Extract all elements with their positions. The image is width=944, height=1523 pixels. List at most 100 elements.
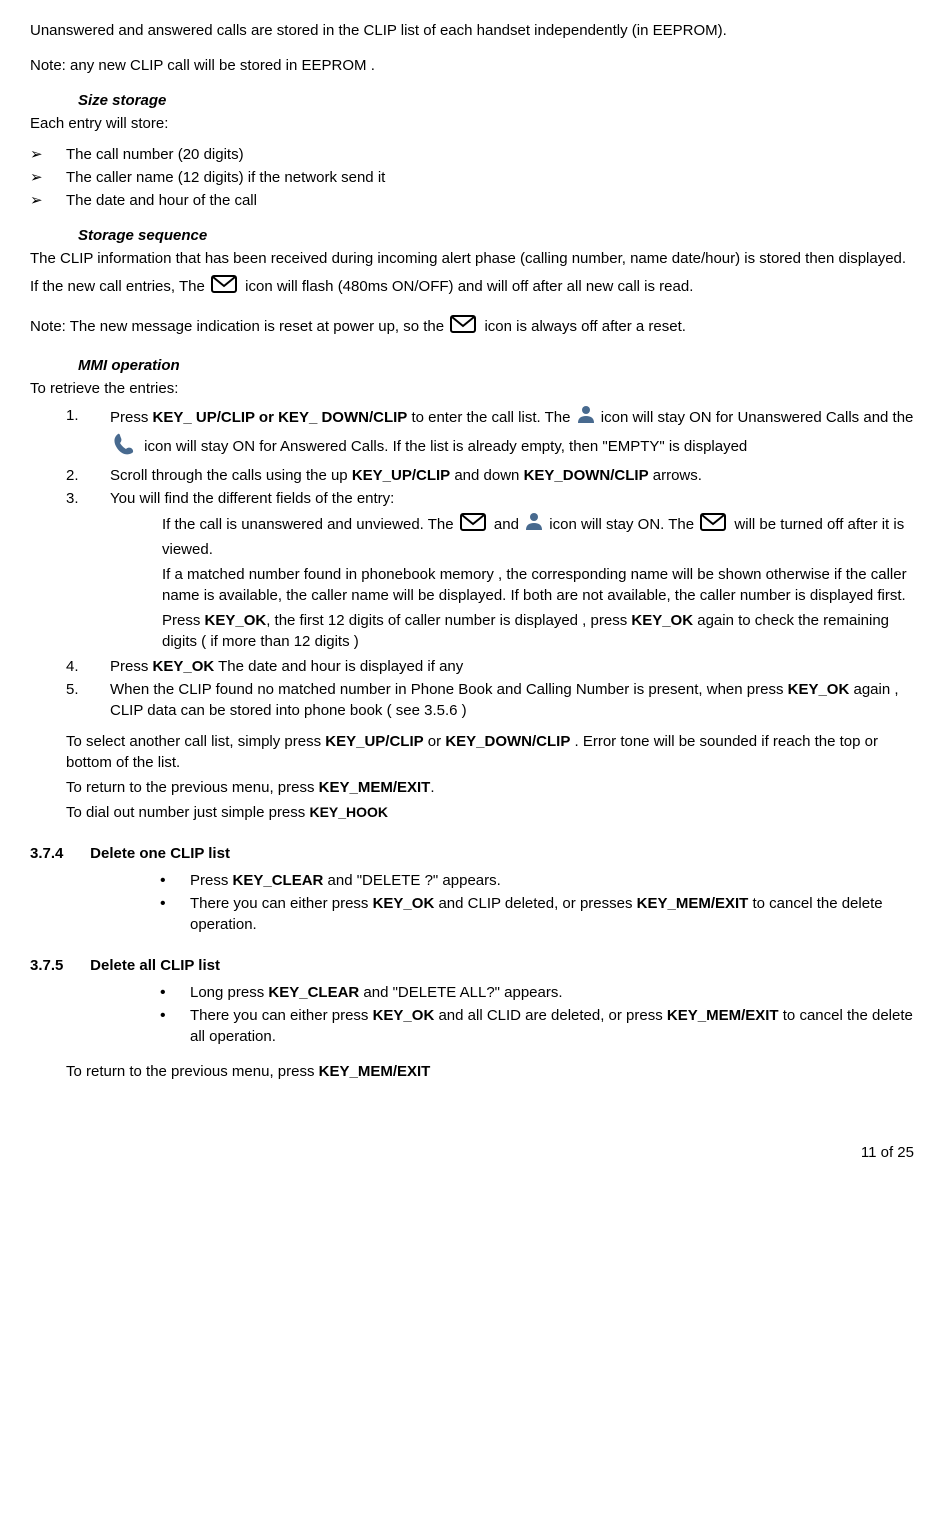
- list-item: Press KEY_CLEAR and "DELETE ?" appears.: [160, 870, 914, 891]
- step-number: 1.: [66, 405, 79, 426]
- person-icon: [525, 512, 543, 538]
- mmi-heading: MMI operation: [78, 355, 914, 376]
- phone-icon: [112, 431, 138, 463]
- text: The date and hour is displayed if any: [214, 658, 463, 675]
- list-item: The call number (20 digits): [30, 144, 914, 165]
- key-label: KEY_OK: [373, 1007, 435, 1024]
- text: When the CLIP found no matched number in…: [110, 681, 788, 698]
- storage-seq-p2: If the new call entries, The icon will f…: [30, 273, 914, 301]
- text: and down: [450, 467, 523, 484]
- intro-p2: Note: any new CLIP call will be stored i…: [30, 55, 914, 76]
- nested-block: If the call is unanswered and unviewed. …: [162, 511, 914, 652]
- key-label: KEY_MEM/EXIT: [667, 1007, 779, 1024]
- list-item: 3. You will find the different fields of…: [66, 488, 914, 652]
- text: To return to the previous menu, press: [66, 779, 319, 796]
- storage-seq-p3: Note: The new message indication is rese…: [30, 313, 914, 341]
- key-label: KEY_CLEAR: [268, 984, 359, 1001]
- text: If a matched number found in phonebook m…: [162, 564, 914, 606]
- key-label: KEY_DOWN/CLIP: [524, 467, 649, 484]
- mmi-steps: 1. Press KEY_ UP/CLIP or KEY_ DOWN/CLIP …: [66, 405, 914, 721]
- text: and all CLID are deleted, or press: [434, 1007, 667, 1024]
- key-label: KEY_ UP/CLIP or KEY_ DOWN/CLIP: [153, 409, 408, 426]
- step-number: 4.: [66, 656, 79, 677]
- section-number: 3.7.4: [30, 843, 86, 864]
- text: icon will stay ON. The: [549, 516, 698, 533]
- delete-all-heading: 3.7.5 Delete all CLIP list: [30, 955, 914, 976]
- text: Long press: [190, 984, 268, 1001]
- list-item: 4. Press KEY_OK The date and hour is dis…: [66, 656, 914, 677]
- step-number: 2.: [66, 465, 79, 486]
- list-item: Long press KEY_CLEAR and "DELETE ALL?" a…: [160, 982, 914, 1003]
- text: and: [494, 516, 523, 533]
- text: To return to the previous menu, press KE…: [66, 777, 914, 798]
- size-storage-list: The call number (20 digits) The caller n…: [30, 144, 914, 211]
- key-label: KEY_OK: [153, 658, 215, 675]
- key-label: KEY_MEM/EXIT: [637, 895, 749, 912]
- text: To dial out number just simple press: [66, 804, 309, 821]
- key-label: KEY_MEM/EXIT: [319, 1063, 431, 1080]
- key-label: KEY_UP/CLIP: [352, 467, 450, 484]
- person-icon: [577, 405, 595, 431]
- intro-p1: Unanswered and answered calls are stored…: [30, 20, 914, 41]
- storage-seq-p1: The CLIP information that has been recei…: [30, 248, 914, 269]
- text: To select another call list, simply pres…: [66, 733, 325, 750]
- delete-one-heading: 3.7.4 Delete one CLIP list: [30, 843, 914, 864]
- list-item: 5. When the CLIP found no matched number…: [66, 679, 914, 721]
- text: Scroll through the calls using the up: [110, 467, 352, 484]
- mail-icon: [460, 511, 488, 539]
- key-label: KEY_CLEAR: [233, 872, 324, 889]
- step-number: 3.: [66, 488, 79, 509]
- text: Press: [190, 872, 233, 889]
- list-item: There you can either press KEY_OK and al…: [160, 1005, 914, 1047]
- text: Press KEY_OK, the first 12 digits of cal…: [162, 610, 914, 652]
- text: and CLIP deleted, or presses: [434, 895, 636, 912]
- text: There you can either press: [190, 895, 373, 912]
- delete-all-post: To return to the previous menu, press KE…: [66, 1061, 914, 1082]
- page-number: 11 of 25: [30, 1142, 914, 1163]
- text: You will find the different fields of th…: [110, 490, 394, 507]
- section-number: 3.7.5: [30, 955, 86, 976]
- text: and "DELETE ALL?" appears.: [359, 984, 562, 1001]
- list-item: 2. Scroll through the calls using the up…: [66, 465, 914, 486]
- key-label: KEY_OK: [205, 612, 267, 629]
- text: If the new call entries, The: [30, 278, 209, 295]
- list-item: 1. Press KEY_ UP/CLIP or KEY_ DOWN/CLIP …: [66, 405, 914, 463]
- text: There you can either press: [190, 1007, 373, 1024]
- text: icon will flash (480ms ON/OFF) and will …: [245, 278, 693, 295]
- list-item: The caller name (12 digits) if the netwo…: [30, 167, 914, 188]
- delete-one-list: Press KEY_CLEAR and "DELETE ?" appears. …: [160, 870, 914, 935]
- text: icon is always off after a reset.: [484, 318, 685, 335]
- key-label: KEY_MEM/EXIT: [319, 779, 431, 796]
- text: , the first 12 digits of caller number i…: [266, 612, 631, 629]
- delete-all-list: Long press KEY_CLEAR and "DELETE ALL?" a…: [160, 982, 914, 1047]
- mail-icon: [211, 273, 239, 301]
- mail-icon: [700, 511, 728, 539]
- text: To dial out number just simple press KEY…: [66, 802, 914, 823]
- text: icon will stay ON for Unanswered Calls a…: [601, 409, 914, 426]
- text: If the call is unanswered and unviewed. …: [162, 511, 914, 560]
- key-label: KEY_UP/CLIP: [325, 733, 423, 750]
- text: arrows.: [649, 467, 702, 484]
- key-label: KEY_OK: [373, 895, 435, 912]
- text: and "DELETE ?" appears.: [323, 872, 500, 889]
- text: .: [430, 779, 434, 796]
- text: To select another call list, simply pres…: [66, 731, 914, 773]
- text: icon will stay ON for Answered Calls. If…: [144, 438, 747, 455]
- section-title: Delete all CLIP list: [90, 957, 220, 974]
- text: or: [424, 733, 446, 750]
- key-label: KEY_OK: [788, 681, 850, 698]
- mmi-post-block: To select another call list, simply pres…: [66, 731, 914, 823]
- section-title: Delete one CLIP list: [90, 845, 230, 862]
- list-item: There you can either press KEY_OK and CL…: [160, 893, 914, 935]
- text: to enter the call list. The: [407, 409, 574, 426]
- text: Press: [162, 612, 205, 629]
- text: If the call is unanswered and unviewed. …: [162, 516, 458, 533]
- text: Note: The new message indication is rese…: [30, 318, 448, 335]
- key-label: KEY_HOOK: [309, 804, 388, 820]
- text: Press: [110, 658, 153, 675]
- storage-seq-heading: Storage sequence: [78, 225, 914, 246]
- list-item: The date and hour of the call: [30, 190, 914, 211]
- size-storage-heading: Size storage: [78, 90, 914, 111]
- size-storage-lead: Each entry will store:: [30, 113, 914, 134]
- key-label: KEY_DOWN/CLIP: [445, 733, 570, 750]
